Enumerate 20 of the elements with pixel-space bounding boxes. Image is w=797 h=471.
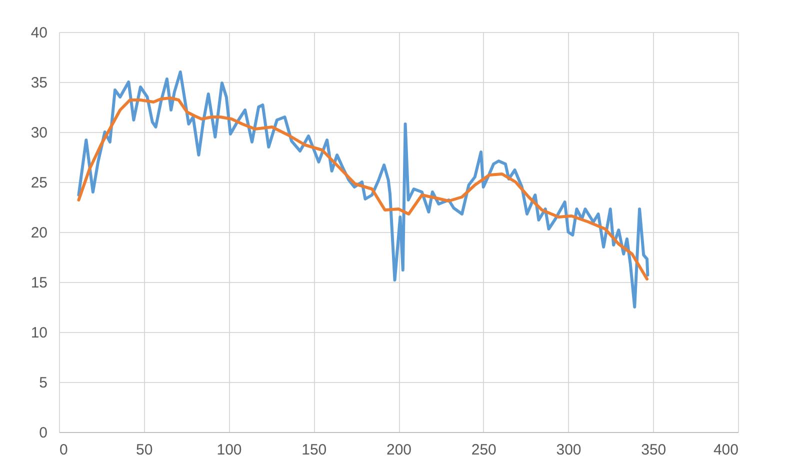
y-tick-label: 10 <box>30 324 48 342</box>
x-tick-label: 250 <box>471 442 496 458</box>
x-tick-label: 150 <box>302 442 327 458</box>
x-tick-label: 400 <box>713 442 738 458</box>
y-tick-label: 15 <box>30 274 48 292</box>
line-series <box>77 70 650 308</box>
y-tick-label: 30 <box>30 124 48 142</box>
x-tick-label: 300 <box>556 442 582 458</box>
x-tick-label: 100 <box>216 442 242 458</box>
y-tick-label: 5 <box>39 374 48 392</box>
y-tick-label: 35 <box>30 74 48 92</box>
x-tick-label: 0 <box>60 442 68 458</box>
x-tick-label: 200 <box>386 442 412 458</box>
y-tick-label: 20 <box>30 224 48 242</box>
y-tick-label: 25 <box>30 174 48 192</box>
line-series <box>77 96 649 280</box>
x-tick-label: 50 <box>136 442 153 458</box>
y-tick-label: 40 <box>30 24 48 42</box>
x-tick-label: 350 <box>641 442 666 458</box>
y-tick-label: 0 <box>39 424 48 442</box>
